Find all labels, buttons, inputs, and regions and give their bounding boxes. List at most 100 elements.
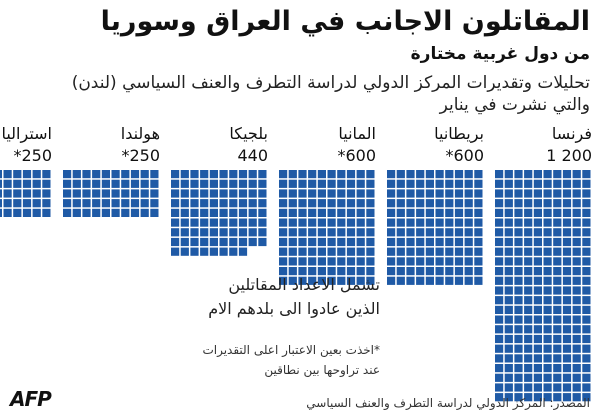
square-1-79 xyxy=(572,237,581,247)
square-1-53 xyxy=(514,218,523,227)
square-4-57 xyxy=(229,218,238,227)
square-4-19 xyxy=(248,179,257,188)
square-3-114 xyxy=(308,276,317,285)
square-1-215 xyxy=(533,373,542,382)
square-1-78 xyxy=(562,237,572,247)
square-4-74 xyxy=(200,237,209,247)
square-4-4 xyxy=(200,170,209,179)
square-4-44 xyxy=(200,208,209,217)
square-3-119 xyxy=(356,276,365,285)
square-1-99 xyxy=(572,257,581,266)
square-4-62 xyxy=(180,228,189,237)
square-2-59 xyxy=(464,218,473,227)
square-1-52 xyxy=(504,218,513,227)
square-1-167 xyxy=(553,325,562,334)
square-3-58 xyxy=(346,218,356,227)
square-1-29 xyxy=(572,189,581,198)
square-1-69 xyxy=(572,228,581,237)
square-1-191 xyxy=(495,354,504,363)
square-5-35 xyxy=(101,199,110,208)
square-2-97 xyxy=(445,257,454,266)
square-3-92 xyxy=(288,257,297,266)
square-3-19 xyxy=(356,179,365,188)
square-2-117 xyxy=(445,276,454,285)
square-1-130 xyxy=(582,286,591,295)
square-2-10 xyxy=(474,170,483,179)
square-2-21 xyxy=(387,189,396,198)
square-1-163 xyxy=(514,325,523,334)
square-1-90 xyxy=(582,247,591,256)
square-1-161 xyxy=(495,325,504,334)
square-6-36 xyxy=(3,199,12,208)
square-1-227 xyxy=(553,383,562,392)
square-1-8 xyxy=(562,170,572,179)
square-2-108 xyxy=(454,267,464,276)
square-2-78 xyxy=(454,237,464,247)
square-2-80 xyxy=(474,237,483,247)
square-1-22 xyxy=(504,189,513,198)
square-1-206 xyxy=(543,364,552,373)
square-1-231 xyxy=(495,393,504,402)
square-1-30 xyxy=(582,189,591,198)
square-3-79 xyxy=(356,237,365,247)
square-4-69 xyxy=(248,228,257,237)
square-3-83 xyxy=(298,247,307,256)
square-4-73 xyxy=(190,237,199,247)
square-1-123 xyxy=(514,286,523,295)
square-3-45 xyxy=(317,208,326,217)
square-6-18 xyxy=(22,179,32,188)
square-2-25 xyxy=(425,189,434,198)
square-1-103 xyxy=(514,267,523,276)
square-2-56 xyxy=(435,218,444,227)
square-3-2 xyxy=(288,170,297,179)
square-5-23 xyxy=(82,189,91,198)
square-2-60 xyxy=(474,218,483,227)
square-6-47 xyxy=(13,208,22,217)
square-1-136 xyxy=(543,296,552,305)
square-2-12 xyxy=(396,179,405,188)
square-1-166 xyxy=(543,325,552,334)
square-1-1 xyxy=(495,170,504,179)
square-1-157 xyxy=(553,315,562,324)
square-2-69 xyxy=(464,228,473,237)
square-3-109 xyxy=(356,267,365,276)
square-1-205 xyxy=(533,364,542,373)
square-1-134 xyxy=(524,296,533,305)
square-1-195 xyxy=(533,354,542,363)
square-5-38 xyxy=(130,199,140,208)
square-1-213 xyxy=(514,373,523,382)
square-1-184 xyxy=(524,344,533,353)
square-1-36 xyxy=(543,199,552,208)
square-1-173 xyxy=(514,334,523,344)
square-1-122 xyxy=(504,286,513,295)
square-1-23 xyxy=(514,189,523,198)
square-3-53 xyxy=(298,218,307,227)
square-2-99 xyxy=(464,257,473,266)
square-6-48 xyxy=(22,208,32,217)
square-6-28 xyxy=(22,189,32,198)
square-2-115 xyxy=(425,276,434,285)
square-1-124 xyxy=(524,286,533,295)
square-1-200 xyxy=(582,354,591,363)
square-4-88 xyxy=(238,247,248,256)
square-3-29 xyxy=(356,189,365,198)
square-1-93 xyxy=(514,257,523,266)
square-1-230 xyxy=(582,383,591,392)
square-2-75 xyxy=(425,237,434,247)
square-1-2 xyxy=(504,170,513,179)
square-4-32 xyxy=(180,199,189,208)
square-1-12 xyxy=(504,179,513,188)
square-3-107 xyxy=(337,267,346,276)
square-1-31 xyxy=(495,199,504,208)
square-1-126 xyxy=(543,286,552,295)
square-2-94 xyxy=(416,257,425,266)
square-2-118 xyxy=(454,276,464,285)
square-4-67 xyxy=(229,228,238,237)
square-1-174 xyxy=(524,334,533,344)
square-5-25 xyxy=(101,189,110,198)
square-3-37 xyxy=(337,199,346,208)
square-1-56 xyxy=(543,218,552,227)
square-1-59 xyxy=(572,218,581,227)
square-1-35 xyxy=(533,199,542,208)
